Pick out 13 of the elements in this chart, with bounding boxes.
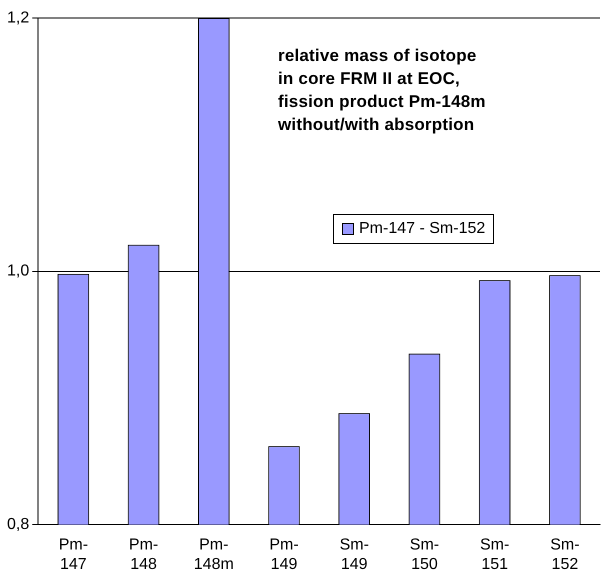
y-tick-label: 1,0 [6, 262, 30, 280]
x-tick-label: Sm-150 [410, 536, 440, 573]
x-tick-label: Sm-151 [480, 536, 510, 573]
y-tick-label: 1,2 [6, 9, 30, 26]
y-tick-label: 0,8 [6, 516, 30, 534]
x-tick-label: Sm-152 [550, 536, 580, 573]
x-tick-label: Sm-149 [340, 536, 369, 573]
x-tick-label: Pm-148m [194, 536, 234, 573]
x-tick-label: Pm-147 [58, 536, 88, 573]
text: relative mass of isotope in core FRM II at EOC, fission product Pm-148m without/with absorption [278, 45, 486, 136]
legend-label: Pm-147 - Sm-152 [359, 220, 486, 238]
x-tick-label: Pm-149 [269, 536, 299, 573]
x-tick-label: Pm-148 [128, 536, 158, 573]
